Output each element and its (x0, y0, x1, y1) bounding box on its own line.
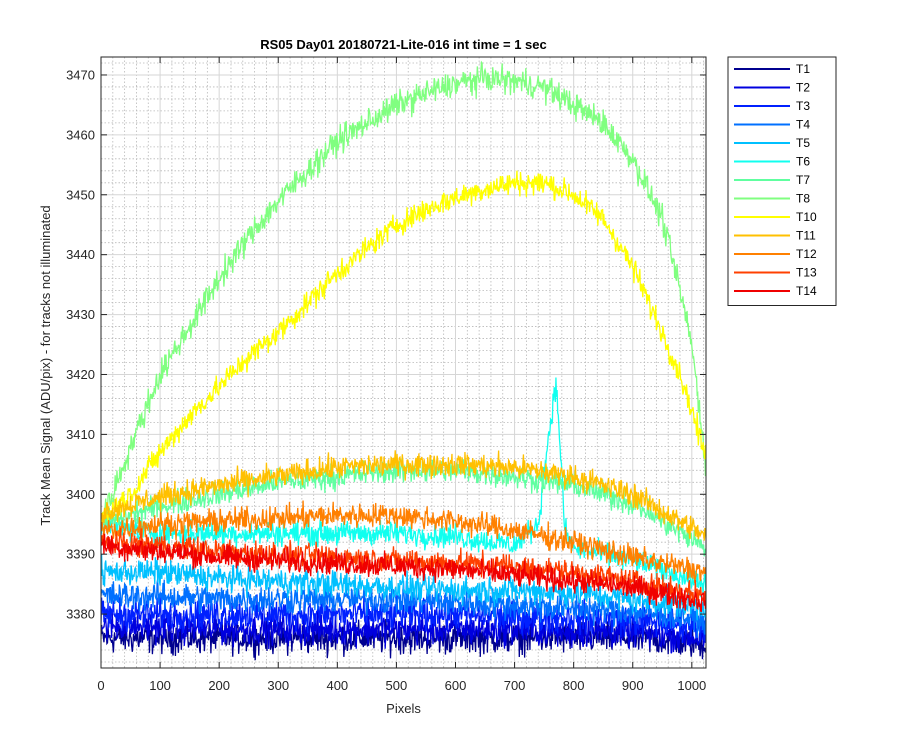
y-tick-label: 3450 (66, 187, 95, 202)
x-tick-label: 200 (208, 678, 230, 693)
legend-label-t13: T13 (796, 266, 817, 280)
legend-label-t5: T5 (796, 136, 810, 150)
x-tick-label: 700 (504, 678, 526, 693)
y-axis-label: Track Mean Signal (ADU/pix) - for tracks… (38, 205, 53, 525)
chart-title: RS05 Day01 20180721-Lite-016 int time = … (260, 37, 547, 52)
series-line-t8 (101, 60, 706, 522)
axes-box (100, 56, 707, 669)
series-line-t5 (101, 554, 706, 621)
series-line-t7 (101, 455, 706, 557)
plot-lines (101, 60, 706, 661)
series-line-t12 (101, 500, 706, 584)
x-tick-label: 800 (563, 678, 585, 693)
legend-label-t11: T11 (796, 229, 816, 243)
legend-label-t10: T10 (796, 210, 817, 224)
legend-label-t14: T14 (796, 284, 817, 298)
y-tick-label: 3460 (66, 127, 95, 142)
y-tick-label: 3380 (66, 607, 95, 622)
x-tick-label: 100 (149, 678, 171, 693)
x-axis-label: Pixels (386, 701, 421, 716)
x-tick-label: 0 (97, 678, 104, 693)
minor-grid (101, 57, 706, 668)
legend-label-t2: T2 (796, 81, 810, 95)
y-tick-label: 3440 (66, 247, 95, 262)
x-tick-label: 400 (326, 678, 348, 693)
legend-label-t6: T6 (796, 155, 810, 169)
series-line-t10 (101, 170, 706, 531)
x-tick-label: 600 (445, 678, 467, 693)
legend-label-t12: T12 (796, 247, 817, 261)
y-tick-label: 3400 (66, 487, 95, 502)
x-tick-label: 900 (622, 678, 644, 693)
series-line-t14 (101, 533, 706, 613)
legend-label-t3: T3 (796, 99, 810, 113)
x-tick-label: 1000 (677, 678, 706, 693)
x-tick-label: 300 (267, 678, 289, 693)
x-tick-label: 500 (386, 678, 408, 693)
y-tick-label: 3430 (66, 307, 95, 322)
legend-label-t1: T1 (796, 62, 810, 76)
y-tick-label: 3410 (66, 427, 95, 442)
legend: T1 T2 T3 T4 T5 T6 T7 T8 T10 T11 T12 T13 T14 (727, 56, 837, 306)
legend-box (727, 56, 837, 306)
y-tick-label: 3390 (66, 547, 95, 562)
legend-label-t8: T8 (796, 192, 810, 206)
series-line-t11 (101, 450, 706, 541)
legend-label-t4: T4 (796, 118, 810, 132)
y-tick-label: 3420 (66, 367, 95, 382)
y-tick-label: 3470 (66, 67, 95, 82)
legend-label-t7: T7 (796, 173, 810, 187)
